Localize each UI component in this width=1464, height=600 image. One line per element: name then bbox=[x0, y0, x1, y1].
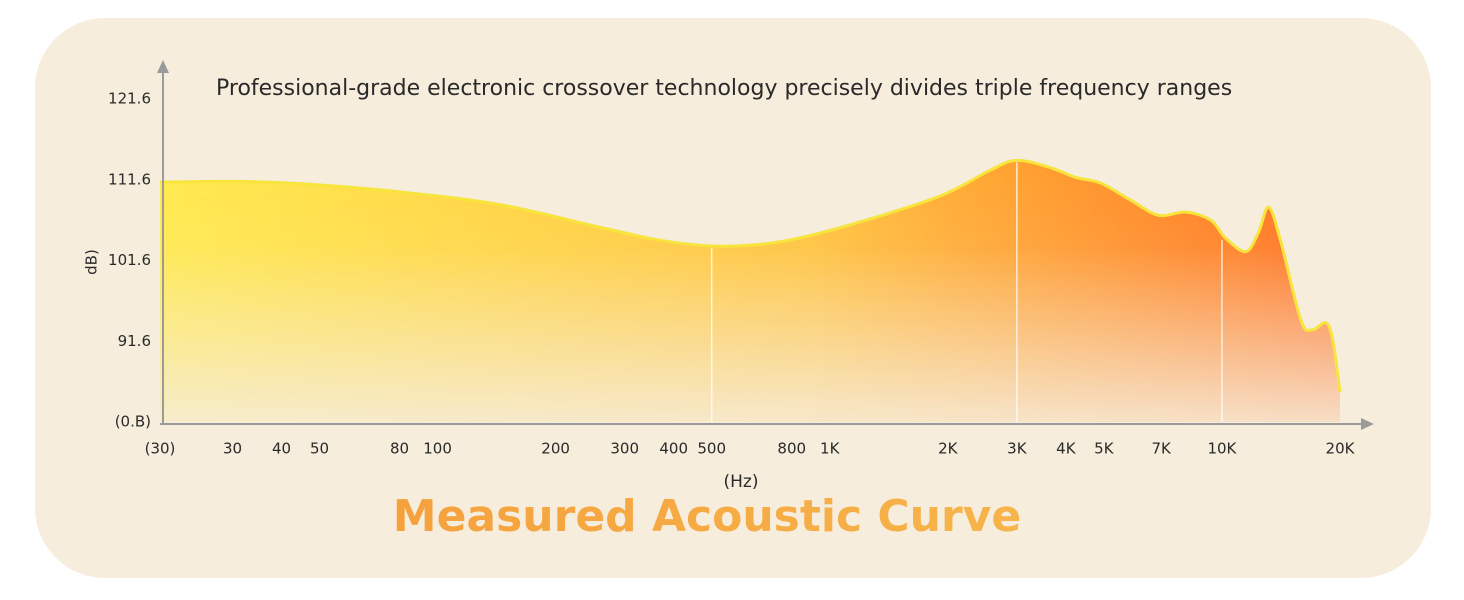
x-axis-label: (Hz) bbox=[724, 472, 759, 492]
x-tick-label: 30 bbox=[223, 440, 242, 458]
x-tick-label: 300 bbox=[610, 440, 639, 458]
x-tick-label: 20K bbox=[1326, 440, 1356, 458]
y-axis-label: dB) bbox=[83, 249, 101, 275]
x-tick-label: 400 bbox=[659, 440, 688, 458]
chart-title: Professional-grade electronic crossover … bbox=[216, 76, 1232, 101]
x-axis-arrow bbox=[1361, 418, 1374, 430]
y-tick-label: (0.B) bbox=[115, 413, 151, 431]
x-tick-label: 5K bbox=[1094, 440, 1115, 458]
x-tick-label: 1K bbox=[820, 440, 841, 458]
x-tick-label: 2K bbox=[938, 440, 959, 458]
x-tick-label: 500 bbox=[697, 440, 726, 458]
y-axis-arrow bbox=[157, 60, 169, 73]
x-tick-label: 7K bbox=[1151, 440, 1172, 458]
x-tick-label: 800 bbox=[777, 440, 806, 458]
y-tick-label: 111.6 bbox=[108, 170, 151, 188]
y-tick-label: 91.6 bbox=[118, 332, 151, 350]
x-tick-label: 3K bbox=[1007, 440, 1028, 458]
x-tick-label: 10K bbox=[1207, 440, 1237, 458]
chart-subtitle: Measured Acoustic Curve bbox=[393, 491, 1021, 542]
y-tick-label: 101.6 bbox=[108, 251, 151, 269]
x-tick-label: 100 bbox=[423, 440, 452, 458]
x-tick-label: 80 bbox=[390, 440, 409, 458]
area-fill bbox=[160, 160, 1340, 423]
curve-line bbox=[159, 158, 1342, 393]
x-tick-label: 200 bbox=[541, 440, 570, 458]
x-tick-label: (30) bbox=[145, 440, 176, 458]
x-tick-label: 50 bbox=[310, 440, 329, 458]
x-tick-label: 40 bbox=[272, 440, 291, 458]
y-tick-label: 121.6 bbox=[108, 90, 151, 108]
x-tick-label: 4K bbox=[1056, 440, 1077, 458]
